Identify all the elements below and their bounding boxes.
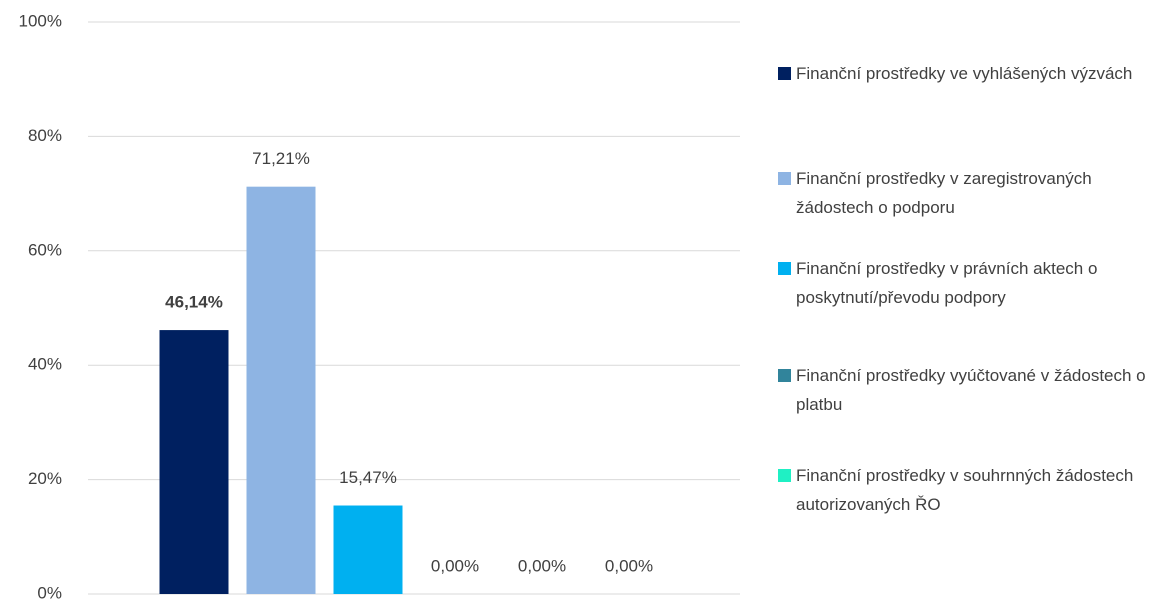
bar — [246, 186, 316, 594]
legend-swatch — [778, 369, 791, 382]
bar — [159, 330, 229, 594]
legend-label: Finanční prostředky ve vyhlášených výzvá… — [796, 64, 1133, 83]
legend-label: Finanční prostředky v zaregistrovaných ž… — [796, 169, 1092, 217]
y-tick-label: 60% — [28, 240, 62, 259]
legend-label: Finanční prostředky v právních aktech o … — [796, 259, 1098, 307]
legend-item: Finanční prostředky ve vyhlášených výzvá… — [778, 59, 1166, 88]
data-label: 0,00% — [605, 556, 653, 575]
data-label: 15,47% — [339, 468, 397, 487]
legend-item: Finanční prostředky v zaregistrovaných ž… — [778, 164, 1166, 222]
y-tick-label: 100% — [19, 11, 62, 30]
y-tick-label: 40% — [28, 355, 62, 374]
legend-swatch — [778, 172, 791, 185]
y-tick-label: 0% — [37, 583, 62, 599]
data-label: 46,14% — [165, 293, 223, 312]
legend-label: Finanční prostředky v souhrnných žádoste… — [796, 466, 1134, 514]
data-label: 0,00% — [431, 556, 479, 575]
bar — [333, 505, 403, 594]
legend-swatch — [778, 469, 791, 482]
legend-swatch — [778, 67, 791, 80]
data-label: 71,21% — [252, 149, 310, 168]
legend-item: Finanční prostředky v souhrnných žádoste… — [778, 461, 1166, 519]
legend-item: Finanční prostředky vyúčtované v žádoste… — [778, 361, 1166, 419]
data-label: 0,00% — [518, 556, 566, 575]
y-tick-label: 20% — [28, 469, 62, 488]
legend-swatch — [778, 262, 791, 275]
y-tick-label: 80% — [28, 126, 62, 145]
legend-label: Finanční prostředky vyúčtované v žádoste… — [796, 366, 1146, 414]
legend-item: Finanční prostředky v právních aktech o … — [778, 254, 1166, 312]
